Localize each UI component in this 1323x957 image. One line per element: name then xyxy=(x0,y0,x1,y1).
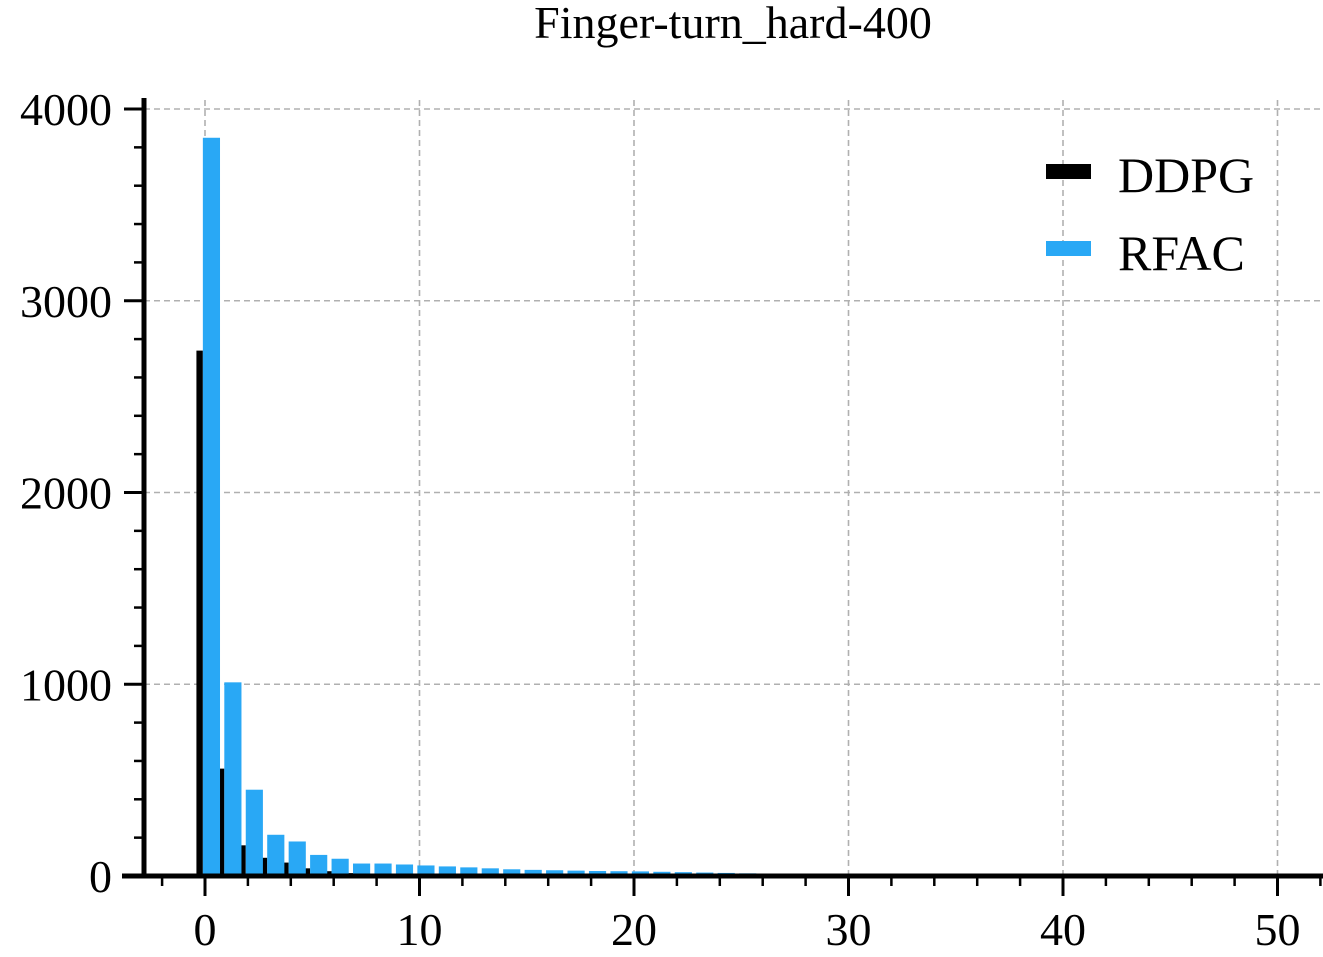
x-tick-label-40: 40 xyxy=(1040,904,1086,955)
bar-rfac-16 xyxy=(546,870,564,876)
bar-ddpg-1 xyxy=(217,768,225,876)
bar-rfac-14 xyxy=(503,869,521,876)
bar-rfac-7 xyxy=(353,863,371,876)
legend-swatch-ddpg xyxy=(1046,164,1091,179)
legend-label-ddpg: DDPG xyxy=(1118,147,1254,203)
bar-ddpg-4 xyxy=(282,862,289,876)
bar-rfac-3 xyxy=(267,834,285,876)
bar-rfac-8 xyxy=(374,863,392,876)
bar-rfac-2 xyxy=(245,789,263,876)
bar-rfac-15 xyxy=(524,869,542,876)
y-tick-label-1000: 1000 xyxy=(20,659,112,710)
legend: DDPG RFAC xyxy=(1046,147,1254,281)
bar-rfac-9 xyxy=(395,864,414,876)
x-tick-label-10: 10 xyxy=(397,904,443,955)
x-tick-label-0: 0 xyxy=(194,904,217,955)
axes: 0 10 20 30 40 50 0 1000 2000 3000 4000 xyxy=(20,84,1323,955)
x-tick-label-30: 30 xyxy=(826,904,872,955)
bar-rfac-11 xyxy=(438,866,456,876)
bar-ddpg-5 xyxy=(303,868,311,876)
grid xyxy=(144,100,1323,877)
bar-rfac-10 xyxy=(417,865,435,876)
bar-rfac-5 xyxy=(310,854,328,876)
bar-rfac-1 xyxy=(224,682,242,876)
x-tick-label-50: 50 xyxy=(1255,904,1301,955)
y-tick-label-4000: 4000 xyxy=(20,84,112,135)
y-tick-label-2000: 2000 xyxy=(20,468,112,519)
bar-rfac-6 xyxy=(331,858,349,876)
bar-rfac-13 xyxy=(481,868,499,876)
legend-label-rfac: RFAC xyxy=(1118,225,1245,281)
bar-ddpg-0 xyxy=(196,350,203,877)
y-tick-label-3000: 3000 xyxy=(20,276,112,327)
bar-rfac-0 xyxy=(202,137,221,876)
bar-rfac-4 xyxy=(288,841,306,876)
bar-ddpg-2 xyxy=(239,845,246,876)
legend-item-ddpg: DDPG xyxy=(1046,147,1254,203)
bars xyxy=(196,137,778,877)
legend-swatch-rfac xyxy=(1046,241,1091,256)
bar-ddpg-3 xyxy=(260,857,268,876)
legend-item-rfac: RFAC xyxy=(1046,225,1245,281)
x-tick-label-20: 20 xyxy=(611,904,657,955)
bar-rfac-17 xyxy=(567,870,585,876)
bar-rfac-12 xyxy=(460,867,478,876)
chart-title: Finger-turn_hard-400 xyxy=(534,0,932,48)
y-tick-label-0: 0 xyxy=(89,851,112,902)
